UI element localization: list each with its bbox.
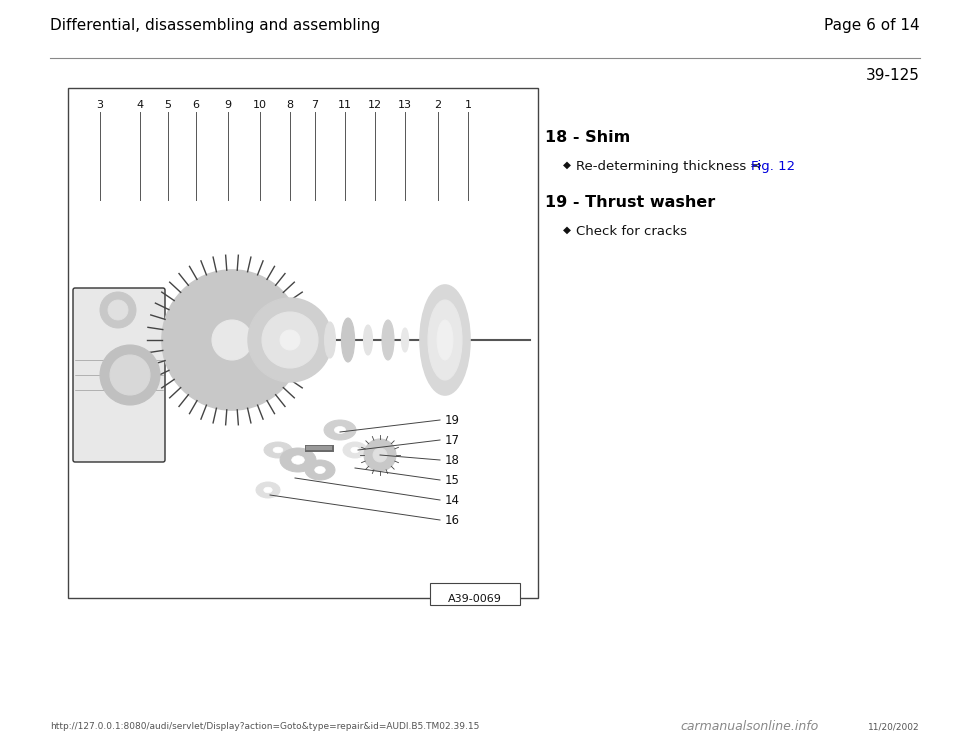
Text: 4: 4 xyxy=(136,100,144,110)
Ellipse shape xyxy=(428,300,462,380)
Circle shape xyxy=(108,300,128,320)
Ellipse shape xyxy=(256,482,280,498)
Text: 17: 17 xyxy=(445,433,460,447)
Text: 9: 9 xyxy=(225,100,231,110)
Ellipse shape xyxy=(264,442,292,458)
Ellipse shape xyxy=(324,420,356,440)
Text: 10: 10 xyxy=(253,100,267,110)
Ellipse shape xyxy=(342,318,354,362)
Text: 13: 13 xyxy=(398,100,412,110)
Bar xyxy=(430,583,520,605)
Circle shape xyxy=(162,270,302,410)
Text: A39-0069: A39-0069 xyxy=(448,594,502,604)
Ellipse shape xyxy=(401,328,409,352)
Text: 1: 1 xyxy=(465,100,471,110)
Ellipse shape xyxy=(324,322,335,358)
Text: Differential, disassembling and assembling: Differential, disassembling and assembli… xyxy=(50,18,380,33)
Ellipse shape xyxy=(264,487,273,493)
Text: 6: 6 xyxy=(193,100,200,110)
Text: http://127.0.0.1:8080/audi/servlet/Display?action=Goto&type=repair&id=AUDI.B5.TM: http://127.0.0.1:8080/audi/servlet/Displ… xyxy=(50,722,479,731)
Text: Check for cracks: Check for cracks xyxy=(576,225,687,238)
Ellipse shape xyxy=(343,442,367,458)
Circle shape xyxy=(280,330,300,350)
Text: 7: 7 xyxy=(311,100,319,110)
Text: 5: 5 xyxy=(164,100,172,110)
Ellipse shape xyxy=(364,325,372,355)
Text: 14: 14 xyxy=(445,493,460,507)
Text: ◆: ◆ xyxy=(563,160,571,170)
Ellipse shape xyxy=(350,447,359,453)
Text: carmanualsonline.info: carmanualsonline.info xyxy=(680,720,818,733)
Circle shape xyxy=(100,292,136,328)
Text: 18: 18 xyxy=(445,453,460,467)
Circle shape xyxy=(100,345,160,405)
Circle shape xyxy=(373,448,387,462)
Text: 2: 2 xyxy=(435,100,442,110)
Text: ◆: ◆ xyxy=(563,225,571,235)
Ellipse shape xyxy=(382,320,394,360)
Text: Page 6 of 14: Page 6 of 14 xyxy=(825,18,920,33)
Text: 11/20/2002: 11/20/2002 xyxy=(869,722,920,731)
Text: 39-125: 39-125 xyxy=(866,68,920,83)
FancyBboxPatch shape xyxy=(73,288,165,462)
Text: 15: 15 xyxy=(445,473,460,487)
Circle shape xyxy=(110,355,150,395)
Ellipse shape xyxy=(273,447,283,453)
Ellipse shape xyxy=(437,320,453,360)
Ellipse shape xyxy=(305,460,335,480)
Circle shape xyxy=(248,298,332,382)
Text: Re-determining thickness ⇒: Re-determining thickness ⇒ xyxy=(576,160,766,173)
Text: 3: 3 xyxy=(97,100,104,110)
Circle shape xyxy=(212,320,252,360)
Ellipse shape xyxy=(334,427,346,433)
Text: Fig. 12: Fig. 12 xyxy=(751,160,795,173)
Ellipse shape xyxy=(292,456,304,464)
Bar xyxy=(68,88,538,598)
Text: 18 - Shim: 18 - Shim xyxy=(545,130,631,145)
Text: 8: 8 xyxy=(286,100,294,110)
Text: 19 - Thrust washer: 19 - Thrust washer xyxy=(545,195,715,210)
Text: 16: 16 xyxy=(445,513,460,527)
Ellipse shape xyxy=(280,448,316,472)
Text: 11: 11 xyxy=(338,100,352,110)
Text: 19: 19 xyxy=(445,413,460,427)
Circle shape xyxy=(262,312,318,368)
Ellipse shape xyxy=(315,467,325,473)
Circle shape xyxy=(364,439,396,471)
Ellipse shape xyxy=(420,285,470,395)
Text: 12: 12 xyxy=(368,100,382,110)
